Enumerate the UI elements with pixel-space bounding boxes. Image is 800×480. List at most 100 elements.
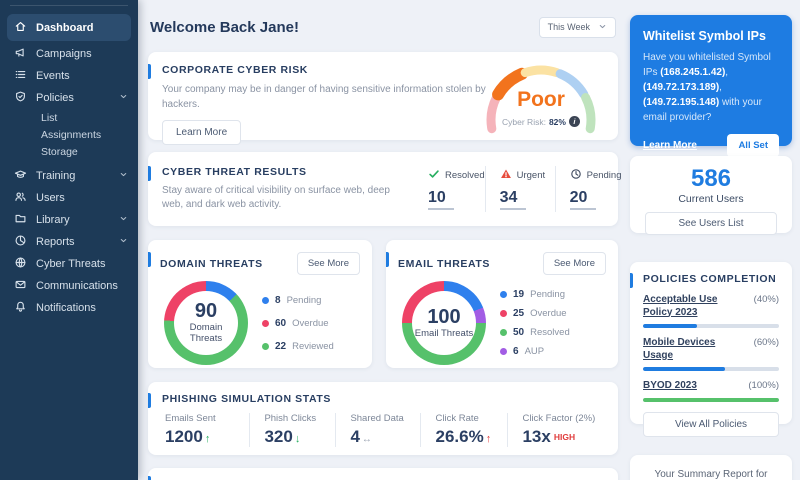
whitelist-learn-more-link[interactable]: Learn More [643,140,697,151]
sidebar-item-policies[interactable]: Policies [0,87,138,109]
sidebar-item-label: Library [36,214,70,226]
report-icon [14,234,27,250]
domain-threats-total: 90 [194,300,218,323]
whitelist-symbol-ips-card: Whitelist Symbol IPs Have you whiteliste… [630,15,792,157]
legend-dot [262,296,269,304]
stat-label: Shared Data [350,413,404,424]
email-threats-title: EMAIL THREATS [398,257,490,270]
info-icon[interactable]: i [568,116,580,127]
sidebar-item-label: Communications [36,280,118,292]
trend-flat-icon: ↔ [361,434,372,445]
sidebar-subitem-list[interactable]: List [0,109,138,126]
resolved-count[interactable]: 10 [428,187,454,210]
sidebar-item-events[interactable]: Events [0,65,138,87]
warning-icon [500,168,512,183]
policy-progress-bar [643,397,779,402]
legend-dot [262,319,269,327]
legend-item: 8 Pending [262,295,334,306]
sidebar-item-label: Cyber Threats [36,258,106,270]
home-icon [14,20,27,36]
domain-threats-donut: 90 Domain Threats [164,281,248,365]
users-icon [14,190,27,206]
cyber-threat-results-card: CYBER THREAT RESULTS Stay aware of criti… [148,152,621,226]
stat-value: 320 [264,427,293,446]
view-all-policies-button[interactable]: View All Policies [643,411,779,437]
legend-item: 6 AUP [500,346,570,357]
pending-count[interactable]: 20 [569,187,596,210]
sidebar-item-dashboard[interactable]: Dashboard [7,14,131,41]
folder-icon [14,212,27,228]
click-rate-stat: Click Rate 26.6% ↑ [420,413,507,447]
email-threats-total: 100 [427,305,461,328]
corporate-cyber-risk-description: Your company may be in danger of having … [162,84,486,110]
policy-link[interactable]: Acceptable Use Policy 2023 [643,294,718,318]
sidebar-item-cyber-threats[interactable]: Cyber Threats [0,253,138,275]
sidebar-subitem-assignments[interactable]: Assignments [0,126,138,143]
see-more-button[interactable]: See More [542,252,606,275]
sidebar: Dashboard Campaigns Events Policies List… [0,0,138,480]
period-selector[interactable]: This Week [538,16,616,38]
policy-link[interactable]: Mobile Devices Usage [643,337,716,361]
email-threats-donut: 100 Email Threats [402,281,486,365]
sidebar-item-label: Dashboard [36,21,94,34]
chevron-down-icon [119,214,128,226]
see-users-list-button[interactable]: See Users List [645,212,777,236]
list-icon [14,68,27,84]
sidebar-subitem-storage[interactable]: Storage [0,143,138,160]
legend-label: Pending [286,294,322,306]
phishing-simulation-stats-card: PHISHING SIMULATION STATS Emails Sent 12… [148,382,618,455]
pending-stat: Pending 20 [554,166,625,212]
policy-link[interactable]: BYOD 2023 [643,380,697,391]
domain-threats-legend: 8 Pending 60 Overdue 22 Reviewed [262,295,334,352]
sidebar-item-label: Policies [36,92,74,104]
domain-threats-title: DOMAIN THREATS [160,257,263,270]
sidebar-item-reports[interactable]: Reports [0,231,138,253]
gauge-value: 82% [548,116,566,127]
clock-icon [570,168,582,183]
learn-more-button[interactable]: Learn More [162,120,242,145]
card-accent-bar [386,252,389,267]
phishing-stats-title: PHISHING SIMULATION STATS [162,393,331,405]
all-set-button[interactable]: All Set [727,134,779,157]
corporate-cyber-risk-title: CORPORATE CYBER RISK [162,64,308,76]
sidebar-item-campaigns[interactable]: Campaigns [0,43,138,65]
sidebar-item-training[interactable]: Training [0,165,138,187]
page-title: Welcome Back Jane! [150,18,299,36]
graduation-cap-icon [14,168,27,184]
card-accent-bar [148,166,151,181]
chevron-down-icon [119,170,128,182]
gauge-rating-label: Poor [517,88,565,111]
stat-label: Emails Sent [165,413,216,424]
sidebar-divider [10,5,128,6]
sidebar-item-communications[interactable]: Communications [0,275,138,297]
trend-up-icon: ↑ [204,433,211,445]
sidebar-subitem-label: Storage [41,145,78,158]
sidebar-item-library[interactable]: Library [0,209,138,231]
stat-label: Urgent [516,170,546,181]
legend-label: Pending [530,289,565,300]
legend-dot [500,310,507,317]
sidebar-item-users[interactable]: Users [0,187,138,209]
sidebar-item-label: Users [36,192,65,204]
whitelist-ip: (168.245.1.42) [660,67,726,78]
card-accent-bar [148,476,151,480]
current-users-label: Current Users [678,193,744,206]
globe-icon [14,256,27,272]
stat-label: Pending [586,170,622,181]
see-more-button[interactable]: See More [296,252,360,275]
legend-label: Reviewed [292,340,334,352]
sidebar-item-notifications[interactable]: Notifications [0,297,138,319]
stat-value: 26.6% [435,427,484,446]
email-threats-legend: 19 Pending 25 Overdue 50 Resolved 6 AUP [500,289,570,357]
legend-label: Overdue [292,317,329,329]
legend-dot [500,348,507,355]
policy-item: Acceptable Use Policy 2023 (40%) [643,294,779,328]
sidebar-subitem-label: List [41,111,58,124]
megaphone-icon [14,46,27,62]
policies-completion-title: POLICIES COMPLETION [643,273,777,285]
legend-value: 60 [275,317,287,329]
urgent-count[interactable]: 34 [499,187,526,210]
legend-item: 19 Pending [500,289,570,300]
stat-label: Click Factor (2%) [522,413,596,424]
period-selector-value: This Week [547,22,590,32]
